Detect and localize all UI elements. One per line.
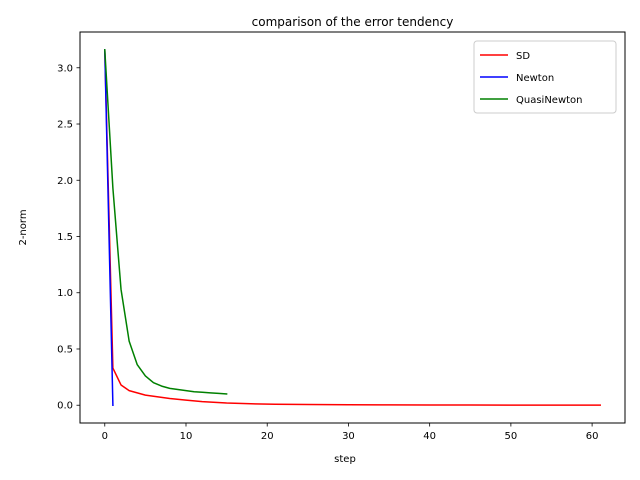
y-tick-label: 2.0 — [57, 176, 73, 187]
legend-label-newton: Newton — [516, 73, 554, 84]
x-tick-label: 20 — [261, 431, 274, 442]
series-line-quasinewton — [103, 48, 228, 395]
series-line-sd — [104, 49, 601, 406]
y-tick-label: 0.0 — [57, 401, 73, 412]
y-tick-label: 3.0 — [57, 63, 73, 74]
y-tick-label: 0.5 — [57, 344, 73, 355]
series-line-newton — [104, 49, 114, 406]
legend-box — [473, 40, 617, 114]
x-tick-label: 10 — [180, 431, 193, 442]
y-tick-label: 1.0 — [57, 288, 73, 299]
chart-title: comparison of the error tendency — [252, 15, 454, 29]
legend: SD Newton QuasiNewton — [473, 40, 617, 114]
x-tick-label: 30 — [342, 431, 355, 442]
y-tick-label: 1.5 — [57, 232, 73, 243]
y-axis-label: 2-norm — [18, 209, 29, 245]
x-tick-label: 0 — [102, 431, 108, 442]
plot-frame — [79, 31, 626, 424]
y-tick-label: 2.5 — [57, 120, 73, 131]
x-tick-label: 40 — [423, 431, 436, 442]
x-tick-label: 60 — [586, 431, 599, 442]
legend-label-sd: SD — [516, 51, 530, 62]
legend-label-quasinewton: QuasiNewton — [516, 95, 583, 106]
x-tick-label: 50 — [505, 431, 518, 442]
x-axis-label: step — [334, 454, 356, 465]
